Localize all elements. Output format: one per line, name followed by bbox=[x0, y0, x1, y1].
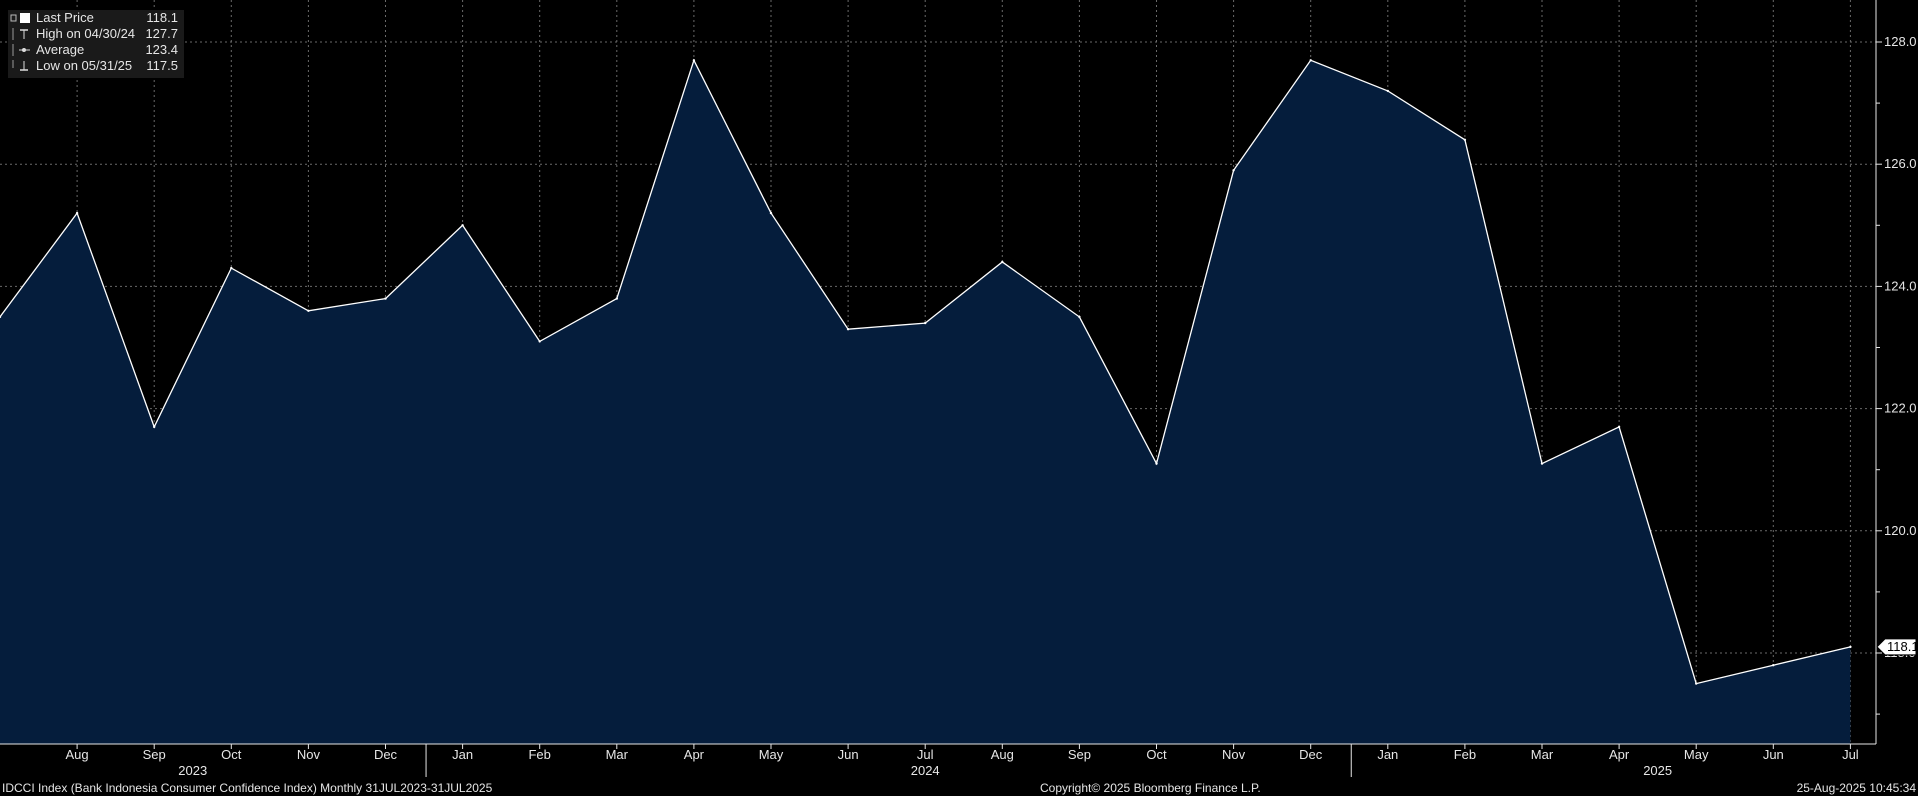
footer: IDCCI Index (Bank Indonesia Consumer Con… bbox=[0, 781, 1918, 796]
x-tick-label: Jun bbox=[1763, 747, 1784, 762]
x-tick-label: May bbox=[1684, 747, 1709, 762]
average-marker-icon bbox=[12, 44, 30, 56]
high-marker-icon bbox=[12, 28, 28, 40]
last-price-tag-label: 118.1 bbox=[1887, 639, 1918, 654]
data-point bbox=[1540, 462, 1544, 465]
legend-label: Last Price bbox=[36, 10, 94, 25]
data-point bbox=[461, 224, 464, 227]
data-point bbox=[1155, 462, 1158, 465]
y-tick-label: 128.0 bbox=[1884, 34, 1917, 49]
x-tick-label: Aug bbox=[991, 747, 1014, 762]
x-tick-label: Jul bbox=[917, 747, 934, 762]
footer-timestamp: 25-Aug-2025 10:45:34 bbox=[1796, 781, 1916, 795]
data-point bbox=[924, 321, 927, 325]
x-tick-label: Aug bbox=[66, 747, 89, 762]
legend: Last Price 118.1 High on 04/30/24 127.7 … bbox=[8, 10, 184, 78]
legend-value: 117.5 bbox=[146, 58, 178, 73]
data-point bbox=[692, 59, 696, 62]
data-point bbox=[1232, 169, 1235, 172]
low-marker-icon bbox=[12, 60, 28, 71]
tick-labels: 118.0120.0122.0124.0126.0128.0118.1AugSe… bbox=[66, 34, 1918, 778]
y-tick-label: 122.0 bbox=[1884, 401, 1917, 416]
legend-label: High on 04/30/24 bbox=[36, 26, 136, 41]
data-point bbox=[384, 297, 387, 300]
data-point bbox=[75, 211, 79, 215]
last-price-tag bbox=[1876, 638, 1917, 656]
legend-value: 118.1 bbox=[146, 10, 178, 25]
x-tick-label: Jun bbox=[838, 747, 859, 762]
x-tick-label: Jan bbox=[452, 747, 473, 762]
year-label: 2023 bbox=[178, 763, 207, 778]
data-point bbox=[615, 297, 618, 300]
legend-value: 123.4 bbox=[145, 42, 178, 57]
year-label: 2024 bbox=[911, 763, 940, 778]
x-tick-label: Apr bbox=[684, 747, 705, 762]
x-tick-label: Mar bbox=[1531, 747, 1554, 762]
legend-label: Low on 05/31/25 bbox=[36, 58, 133, 73]
legend-row-low: Low on 05/31/25 117.5 bbox=[8, 58, 184, 74]
data-point bbox=[153, 425, 156, 429]
legend-row-average: Average 123.4 bbox=[8, 42, 184, 58]
data-point bbox=[230, 266, 233, 270]
x-tick-label: May bbox=[759, 747, 784, 762]
x-tick-label: Dec bbox=[374, 747, 398, 762]
legend-row-last-price: Last Price 118.1 bbox=[8, 10, 184, 26]
legend-value: 127.7 bbox=[145, 26, 178, 41]
x-tick-label: Sep bbox=[1068, 747, 1091, 762]
area-fill bbox=[0, 60, 1851, 745]
data-point bbox=[846, 328, 850, 331]
data-point bbox=[0, 315, 2, 319]
x-tick-label: Jan bbox=[1377, 747, 1398, 762]
data-point bbox=[1001, 260, 1004, 264]
data-point bbox=[1617, 425, 1621, 429]
x-tick-label: Apr bbox=[1609, 747, 1630, 762]
data-point bbox=[538, 340, 541, 343]
y-tick-label: 124.0 bbox=[1884, 278, 1917, 293]
x-tick-label: Feb bbox=[1454, 747, 1476, 762]
data-point bbox=[769, 211, 773, 215]
legend-row-high: High on 04/30/24 127.7 bbox=[8, 26, 184, 42]
x-tick-label: Mar bbox=[606, 747, 629, 762]
y-tick-label: 120.0 bbox=[1884, 523, 1917, 538]
x-tick-label: Nov bbox=[297, 747, 321, 762]
data-point bbox=[1772, 664, 1775, 667]
x-tick-label: Feb bbox=[528, 747, 550, 762]
x-tick-label: Jul bbox=[1842, 747, 1859, 762]
y-tick-label: 126.0 bbox=[1884, 156, 1917, 171]
legend-label: Average bbox=[36, 42, 85, 57]
footer-security-description: IDCCI Index (Bank Indonesia Consumer Con… bbox=[2, 781, 493, 795]
x-tick-label: Oct bbox=[221, 747, 242, 762]
data-point bbox=[1463, 138, 1467, 141]
x-tick-label: Dec bbox=[1299, 747, 1323, 762]
data-point bbox=[307, 309, 310, 312]
data-point bbox=[1849, 645, 1852, 649]
year-label: 2025 bbox=[1643, 763, 1672, 778]
data-point bbox=[1309, 59, 1312, 62]
x-tick-label: Oct bbox=[1146, 747, 1167, 762]
filled-square-icon bbox=[10, 13, 30, 23]
x-tick-label: Nov bbox=[1222, 747, 1246, 762]
area-layer bbox=[0, 58, 1852, 745]
axes bbox=[0, 0, 1882, 777]
x-tick-label: Sep bbox=[143, 747, 166, 762]
data-point bbox=[1386, 89, 1390, 93]
footer-copyright: Copyright© 2025 Bloomberg Finance L.P. bbox=[1040, 781, 1261, 795]
data-point bbox=[1695, 682, 1698, 685]
data-point bbox=[1078, 315, 1081, 319]
